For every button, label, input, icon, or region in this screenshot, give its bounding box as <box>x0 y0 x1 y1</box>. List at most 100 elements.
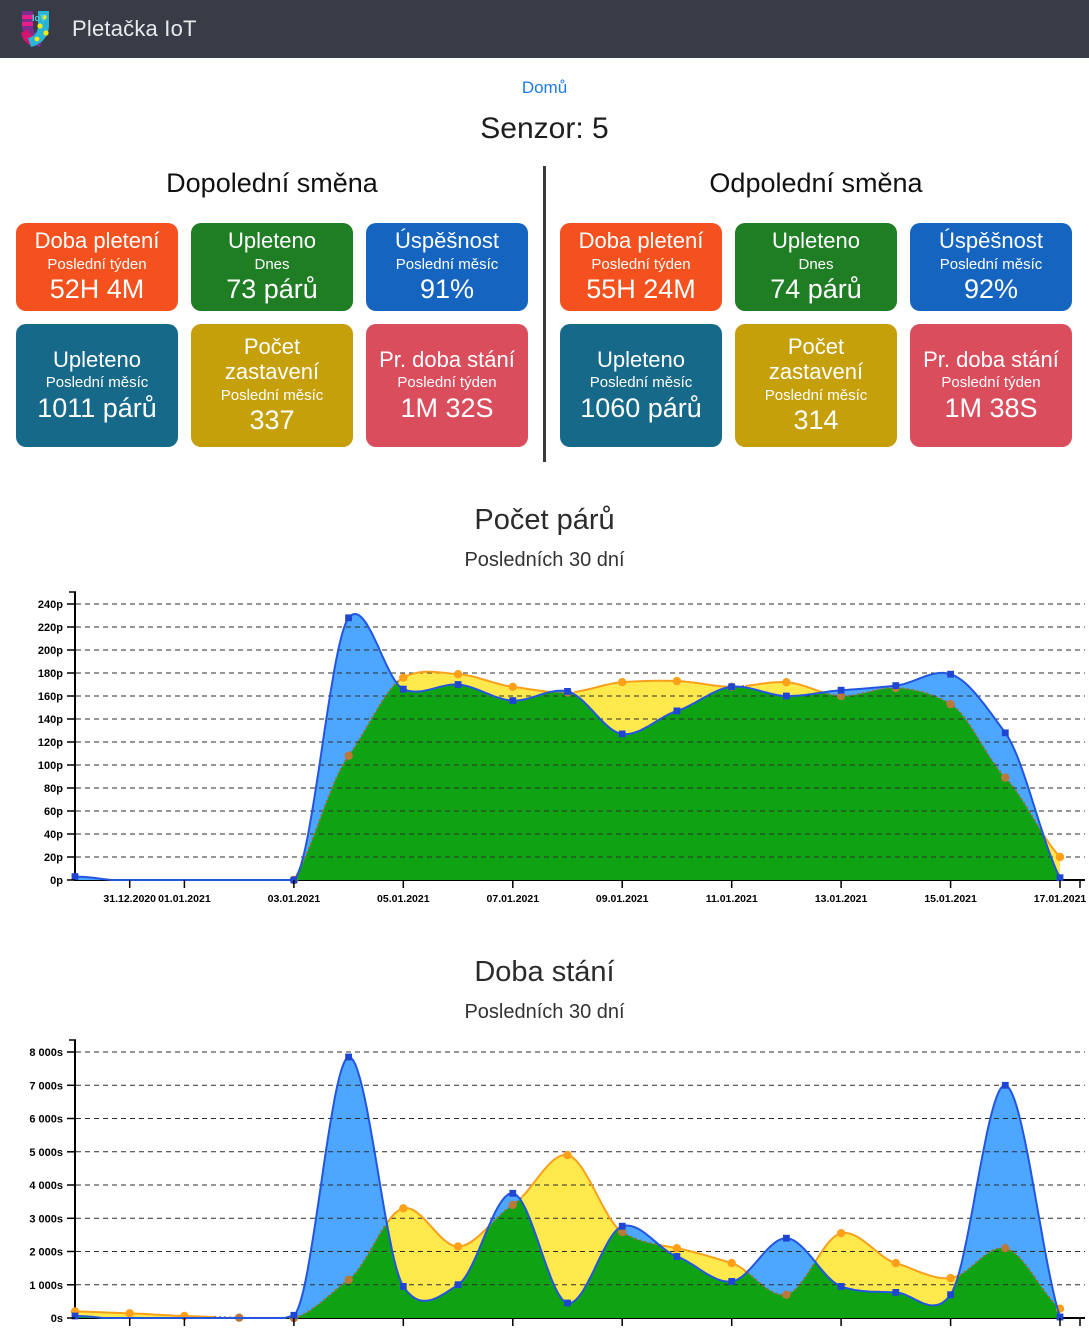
stat-card: Upleteno Dnes 74 párů <box>735 223 897 311</box>
stat-card-title: Pr. doba stání <box>923 346 1059 372</box>
stat-card-value: 92% <box>963 274 1019 305</box>
stat-card-value: 73 párů <box>226 274 318 305</box>
svg-text:200p: 200p <box>38 645 63 657</box>
chart-section-pocet-paru: Počet párů Posledních 30 dní 0p 20p 40p 60p… <box>0 504 1089 918</box>
stat-card-title: Upleteno <box>596 346 686 372</box>
svg-text:15.01.2021: 15.01.2021 <box>924 893 977 905</box>
stat-cards-grid: Doba pletení Poslední týden 52H 4M Upleteno… <box>16 223 528 447</box>
axis-ticks-labels: 0s 1 000s 2 000s 3 000s 4 000s 5 000s 6 000s 7 … <box>29 1047 1086 1333</box>
svg-text:07.01.2021: 07.01.2021 <box>487 893 540 905</box>
svg-text:09.01.2021: 09.01.2021 <box>596 893 649 905</box>
svg-text:180p: 180p <box>38 668 63 680</box>
app-header: IoT Pletačka IoT <box>0 0 1089 58</box>
svg-text:4 000s: 4 000s <box>29 1180 63 1192</box>
stat-card-subtitle: Poslední měsíc <box>939 255 1043 273</box>
svg-text:0s: 0s <box>51 1313 63 1325</box>
stat-card-subtitle: Poslední měsíc <box>395 255 499 273</box>
stat-card-subtitle: Poslední měsíc <box>764 386 868 404</box>
svg-text:13.01.2021: 13.01.2021 <box>815 1331 868 1333</box>
stat-card-value: 314 <box>793 404 839 435</box>
stat-card-value: 91% <box>419 274 475 305</box>
svg-text:11.01.2021: 11.01.2021 <box>706 893 758 905</box>
stat-card-subtitle: Poslední týden <box>941 374 1041 392</box>
orange-series-area <box>75 1154 1060 1318</box>
svg-text:20p: 20p <box>44 852 63 864</box>
svg-text:13.01.2021: 13.01.2021 <box>815 893 868 905</box>
svg-text:80p: 80p <box>44 783 63 795</box>
stat-card-value: 1060 párů <box>580 392 702 423</box>
app-title: Pletačka IoT <box>72 16 197 41</box>
svg-text:120p: 120p <box>38 737 63 749</box>
svg-text:03.01.2021: 03.01.2021 <box>268 1331 321 1333</box>
stat-cards-grid: Doba pletení Poslední týden 55H 24M Upleten… <box>560 223 1072 447</box>
overlap-area <box>75 1200 1060 1318</box>
stat-card: Počet zastavení Poslední měsíc 314 <box>735 324 897 447</box>
stat-card-value: 1M 38S <box>944 392 1038 423</box>
svg-text:100p: 100p <box>38 760 63 772</box>
sock-iot-logo-icon: IoT <box>12 6 58 52</box>
svg-text:31.12.2020: 31.12.2020 <box>103 1331 156 1333</box>
blue-series-line <box>74 1055 1061 1319</box>
stat-card: Upleteno Poslední měsíc 1011 párů <box>16 324 178 447</box>
stat-card-title: Upleteno <box>771 228 861 254</box>
series-area-fills <box>75 1057 1060 1318</box>
shift-divider <box>543 166 546 462</box>
stat-card-title: Počet zastavení <box>768 334 864 385</box>
svg-text:60p: 60p <box>44 806 63 818</box>
stat-card: Počet zastavení Poslední měsíc 337 <box>191 324 353 447</box>
stat-card-subtitle: Poslední týden <box>47 255 147 273</box>
stat-card-subtitle: Poslední měsíc <box>220 386 324 404</box>
stat-card: Upleteno Dnes 73 párů <box>191 223 353 311</box>
stat-card-title: Doba pletení <box>578 228 704 254</box>
svg-text:01.01.2021: 01.01.2021 <box>158 893 211 905</box>
app-brand[interactable]: IoT Pletačka IoT <box>12 6 197 52</box>
home-link[interactable]: Domů <box>521 78 568 97</box>
stat-card: Úspěšnost Poslední měsíc 92% <box>910 223 1072 311</box>
svg-text:5 000s: 5 000s <box>29 1147 63 1159</box>
svg-text:17.01.2021: 17.01.2021 <box>1034 1331 1087 1333</box>
svg-text:07.01.2021: 07.01.2021 <box>487 1331 540 1333</box>
shift-section-odpoledni: Odpolední směna Doba pletení Poslední týd… <box>544 166 1088 466</box>
stat-card-value: 55H 24M <box>586 274 696 305</box>
svg-text:8 000s: 8 000s <box>29 1047 63 1059</box>
stat-card-title: Upleteno <box>227 228 317 254</box>
shift-title: Dopolední směna <box>166 168 378 198</box>
stat-card-value: 52H 4M <box>49 274 145 305</box>
stat-card-subtitle: Poslední týden <box>591 255 691 273</box>
svg-text:140p: 140p <box>38 714 63 726</box>
svg-text:6 000s: 6 000s <box>29 1114 63 1126</box>
svg-text:220p: 220p <box>38 622 63 634</box>
shift-sections: Dopolední směna Doba pletení Poslední týd… <box>0 166 1089 466</box>
svg-text:240p: 240p <box>38 599 63 611</box>
svg-text:0p: 0p <box>50 875 63 887</box>
chart-doba-stani-canvas[interactable]: 0s 1 000s 2 000s 3 000s 4 000s 5 000s 6 000s 7 … <box>0 1030 1089 1333</box>
overlap-area <box>75 683 1060 880</box>
blue-series-markers <box>71 1053 1064 1321</box>
chart-subtitle: Posledních 30 dní <box>464 549 625 571</box>
chart-title: Doba stání <box>474 956 615 988</box>
gridlines <box>76 603 1085 858</box>
svg-text:05.01.2021: 05.01.2021 <box>377 1331 430 1333</box>
svg-text:01.01.2021: 01.01.2021 <box>158 1331 211 1333</box>
svg-text:11.01.2021: 11.01.2021 <box>706 1331 758 1333</box>
svg-text:15.01.2021: 15.01.2021 <box>924 1331 977 1333</box>
stat-card-subtitle: Poslední měsíc <box>589 374 693 392</box>
series-area-fills <box>75 614 1060 880</box>
chart-pocet-paru-canvas[interactable]: 0p 20p 40p 60p 80p 100p 120p 140p 160p 180p 200p 22… <box>0 578 1089 913</box>
stat-card-value: 337 <box>249 404 295 435</box>
blue-series-line <box>74 612 1061 881</box>
stat-card-subtitle: Dnes <box>798 255 834 273</box>
svg-text:03.01.2021: 03.01.2021 <box>268 893 321 905</box>
svg-text:17.01.2021: 17.01.2021 <box>1034 893 1087 905</box>
svg-text:7 000s: 7 000s <box>29 1080 63 1092</box>
stat-card-subtitle: Dnes <box>254 255 290 273</box>
stat-card-value: 1M 32S <box>400 392 494 423</box>
shift-section-dopoledni: Dopolední směna Doba pletení Poslední týd… <box>0 166 544 466</box>
stat-card: Doba pletení Poslední týden 52H 4M <box>16 223 178 311</box>
stat-card-title: Doba pletení <box>34 228 160 254</box>
stat-card: Pr. doba stání Poslední týden 1M 38S <box>910 324 1072 447</box>
svg-text:40p: 40p <box>44 829 63 841</box>
svg-text:1 000s: 1 000s <box>29 1280 63 1292</box>
gridlines <box>76 1051 1085 1286</box>
